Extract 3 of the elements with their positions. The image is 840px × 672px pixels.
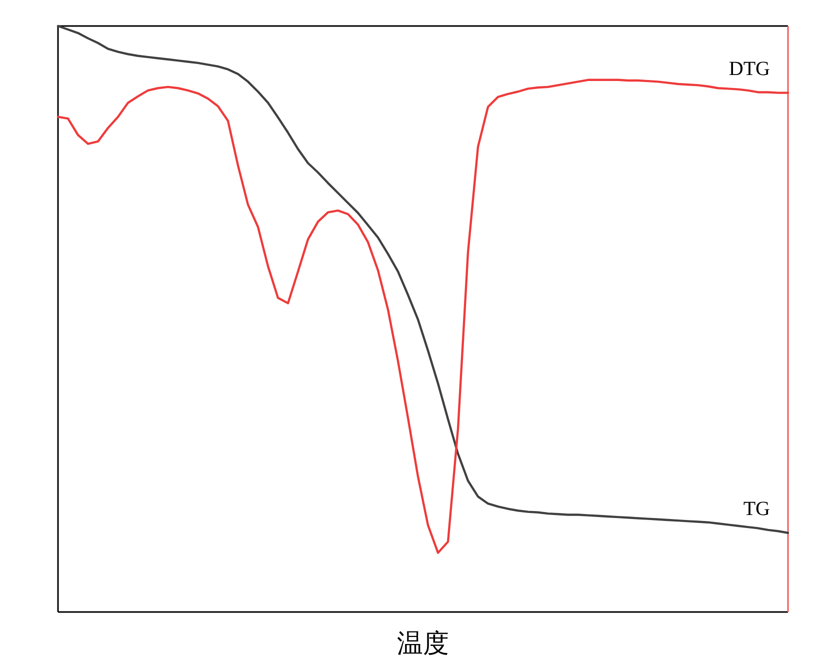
series-label: DTG — [728, 58, 770, 80]
series-label: TG — [743, 498, 770, 520]
x-axis-title: 温度 — [397, 629, 449, 658]
